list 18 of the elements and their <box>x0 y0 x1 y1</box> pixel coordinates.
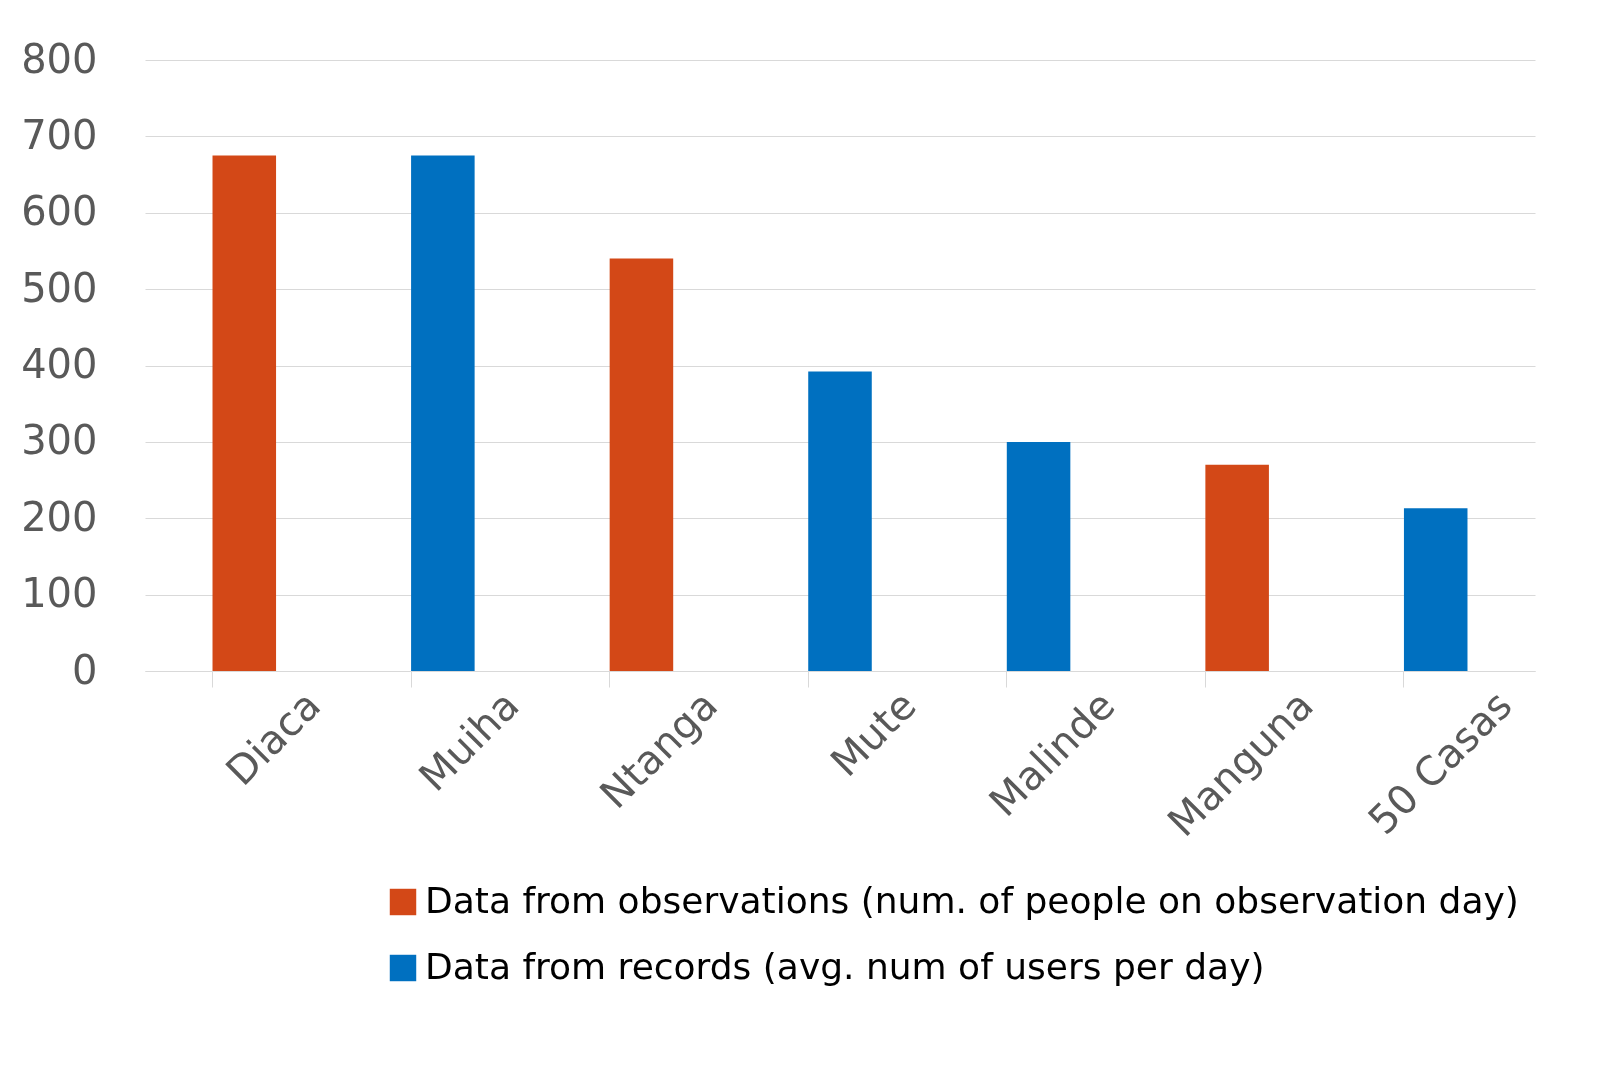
bar <box>1006 441 1071 671</box>
bar <box>212 155 277 671</box>
y-tick-label: 700 <box>21 111 98 158</box>
y-tick-label: 800 <box>21 35 98 82</box>
bar <box>609 258 674 671</box>
bar <box>808 371 872 671</box>
y-tick-label: 500 <box>21 264 98 311</box>
bar <box>1205 464 1269 671</box>
bar <box>1403 508 1468 671</box>
y-tick-label: 0 <box>72 646 98 693</box>
bar <box>411 155 475 671</box>
y-tick-label: 100 <box>21 570 98 617</box>
y-tick-label: 200 <box>21 493 98 540</box>
y-tick-label: 400 <box>21 341 98 387</box>
legend-label: Data from records (avg. num of users per day) <box>425 946 1265 987</box>
y-tick-label: 600 <box>21 188 98 235</box>
y-tick-label: 300 <box>21 417 98 464</box>
legend-label: Data from observations (num. of people on observation day) <box>425 880 1519 921</box>
